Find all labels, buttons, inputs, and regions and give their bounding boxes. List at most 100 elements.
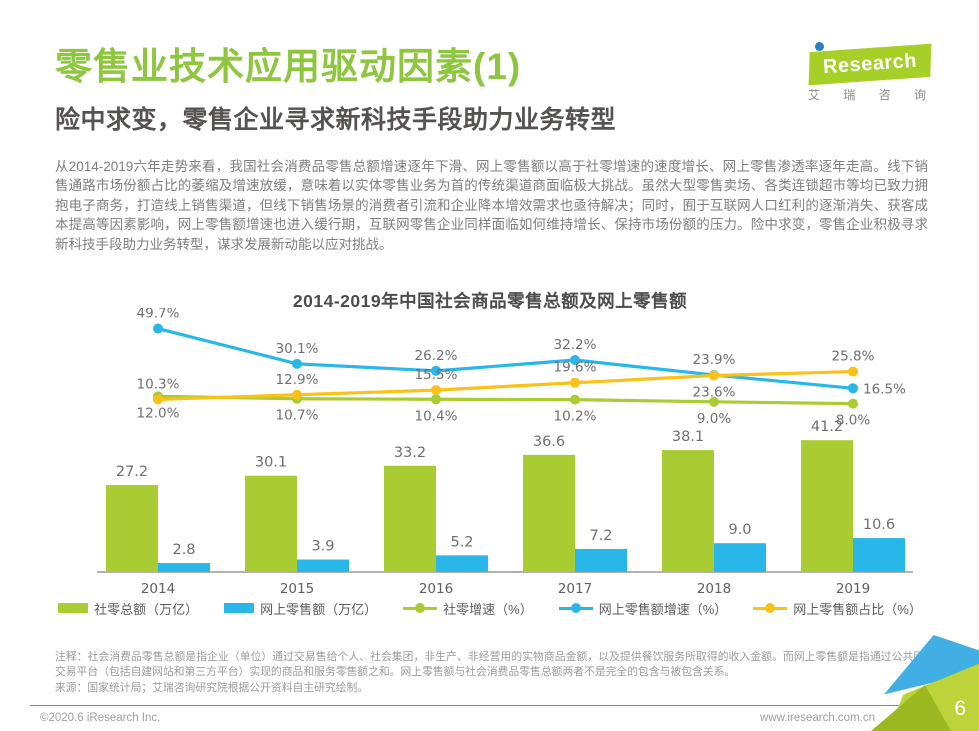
- bar-label: 5.2: [450, 534, 473, 550]
- bar-社零总额（万亿）: [523, 454, 575, 572]
- point-网上零售额占比（%）: [570, 377, 580, 388]
- line-label: 30.1%: [276, 341, 319, 357]
- legend-dot-icon: [415, 603, 426, 613]
- logo-parallelogram: Research: [808, 43, 932, 86]
- bar-label: 10.6: [863, 517, 895, 533]
- bar-label: 36.6: [533, 434, 565, 450]
- point-社零增速（%）: [570, 394, 580, 405]
- bar-社零总额（万亿）: [662, 450, 714, 572]
- line-label: 10.7%: [276, 408, 319, 424]
- bar-网上零售额（万亿）: [714, 543, 766, 572]
- page-subtitle: 险中求变，零售企业寻求新科技手段助力业务转型: [55, 106, 617, 134]
- line-网上零售额增速（%）: [157, 326, 854, 390]
- x-axis-label: 2014: [141, 581, 175, 597]
- line-社零增速（%）: [157, 394, 854, 406]
- logo-i-dot-icon: [815, 42, 824, 51]
- legend-line-swatch-icon: [753, 603, 788, 613]
- bar-社零总额（万亿）: [106, 484, 158, 572]
- line-label: 10.4%: [415, 408, 458, 424]
- point-社零增速（%）: [431, 394, 441, 405]
- bar-label: 2.8: [172, 542, 195, 558]
- legend-line-swatch-icon: [403, 603, 438, 613]
- legend-bar-swatch-icon: [224, 603, 255, 613]
- bar-网上零售额（万亿）: [575, 548, 627, 572]
- line-label: 9.0%: [697, 411, 731, 427]
- bar-label: 9.0: [728, 522, 751, 538]
- bar-label: 7.2: [589, 528, 612, 544]
- line-label: 8.0%: [836, 413, 870, 429]
- point-网上零售额占比（%）: [848, 366, 858, 377]
- bar-网上零售额（万亿）: [853, 538, 905, 572]
- line-label: 12.0%: [137, 405, 180, 421]
- bar-网上零售额（万亿）: [158, 563, 210, 572]
- legend-label: 网上零售额（万亿）: [260, 601, 378, 617]
- bar-社零总额（万亿）: [384, 465, 436, 572]
- footer-divider: [30, 705, 949, 706]
- note-source: 来源：国家统计局；艾瑞咨询研究院根据公开资料自主研究绘制。: [55, 681, 369, 694]
- bar-label: 30.1: [255, 455, 287, 471]
- line-label: 10.2%: [554, 409, 597, 425]
- bar-label: 27.2: [116, 464, 148, 480]
- x-axis-label: 2016: [419, 581, 453, 597]
- page-number: 6: [954, 697, 966, 720]
- legend-label: 社零总额（万亿）: [94, 601, 199, 617]
- footer-website: www.iresearch.com.cn: [759, 712, 875, 724]
- chart-legend: 社零总额（万亿） 网上零售额（万亿） 社零增速（%） 网上零售额增速（%） 网上零售额占…: [55, 598, 925, 618]
- line-label: 19.6%: [554, 360, 597, 376]
- legend-dot-icon: [570, 603, 581, 613]
- legend-item: 社零增速（%）: [403, 599, 533, 618]
- bar-label: 41.2: [811, 419, 843, 435]
- point-网上零售额占比（%）: [431, 385, 441, 396]
- legend-label: 网上零售额增速（%）: [598, 601, 728, 617]
- combo-chart: 27.2 30.1 33.2 36.6 38.1 41.2 2.8 3.9 5.2 7.2 9.0 1…: [97, 308, 913, 597]
- iresearch-logo: Research 艾 瑞 咨 询: [785, 40, 945, 104]
- footer-copyright: ©2020.6 iResearch Inc.: [40, 712, 161, 724]
- line-label: 26.2%: [415, 348, 458, 364]
- point-网上零售额占比（%）: [292, 389, 302, 400]
- line-label: 49.7%: [137, 308, 180, 322]
- x-axis-label: 2019: [836, 581, 870, 597]
- bar-label: 33.2: [394, 445, 426, 461]
- legend-item: 网上零售额（万亿）: [224, 599, 377, 618]
- line-网上零售额占比（%）: [157, 369, 854, 402]
- point-网上零售额增速（%）: [292, 358, 302, 369]
- legend-label: 社零增速（%）: [443, 601, 533, 617]
- legend-bar-swatch-icon: [58, 603, 89, 613]
- line-label: 23.6%: [693, 385, 736, 401]
- line-label: 23.9%: [693, 352, 736, 368]
- chart-title: 2014-2019年中国社会商品零售总额及网上零售额: [292, 291, 688, 311]
- chart-notes: 注释：社会消费品零售总额是指企业（单位）通过交易售给个人、社会集团，非生产、非经…: [55, 650, 935, 696]
- bar-label: 3.9: [311, 539, 334, 555]
- point-网上零售额增速（%）: [570, 355, 580, 366]
- legend-line-swatch-icon: [558, 603, 593, 613]
- line-label: 12.9%: [276, 372, 319, 388]
- line-label: 25.8%: [832, 349, 875, 365]
- line-label: 15.5%: [415, 367, 458, 383]
- bar-网上零售额（万亿）: [436, 555, 488, 572]
- line-label: 32.2%: [554, 337, 597, 353]
- body-paragraph: 从2014-2019六年走势来看，我国社会消费品零售总额增速逐年下滑、网上零售额…: [55, 159, 928, 252]
- line-label: 10.3%: [137, 376, 180, 392]
- bar-社零总额（万亿）: [245, 475, 297, 572]
- bar-网上零售额（万亿）: [297, 559, 349, 572]
- x-axis-label: 2015: [280, 581, 314, 597]
- page-title: 零售业技术应用驱动因素(1): [55, 46, 522, 87]
- legend-item: 社零总额（万亿）: [58, 599, 198, 618]
- legend-item: 网上零售额增速（%）: [558, 599, 728, 618]
- logo-text: Research: [822, 49, 918, 79]
- legend-label: 网上零售额占比（%）: [793, 601, 922, 617]
- point-社零增速（%）: [709, 396, 719, 407]
- x-axis-label: 2017: [558, 581, 592, 597]
- point-社零增速（%）: [848, 398, 858, 409]
- logo-chinese-name: 艾 瑞 咨 询: [807, 88, 936, 102]
- legend-item: 网上零售额占比（%）: [753, 599, 922, 618]
- point-网上零售额占比（%）: [153, 394, 163, 405]
- point-网上零售额占比（%）: [709, 370, 719, 381]
- note-definition: 注释：社会消费品零售总额是指企业（单位）通过交易售给个人、社会集团，非生产、非经…: [55, 651, 935, 679]
- legend-dot-icon: [765, 603, 776, 613]
- line-label: 16.5%: [863, 381, 906, 397]
- bar-label: 38.1: [672, 429, 704, 445]
- point-网上零售额增速（%）: [848, 383, 858, 394]
- bar-社零总额（万亿）: [801, 440, 853, 572]
